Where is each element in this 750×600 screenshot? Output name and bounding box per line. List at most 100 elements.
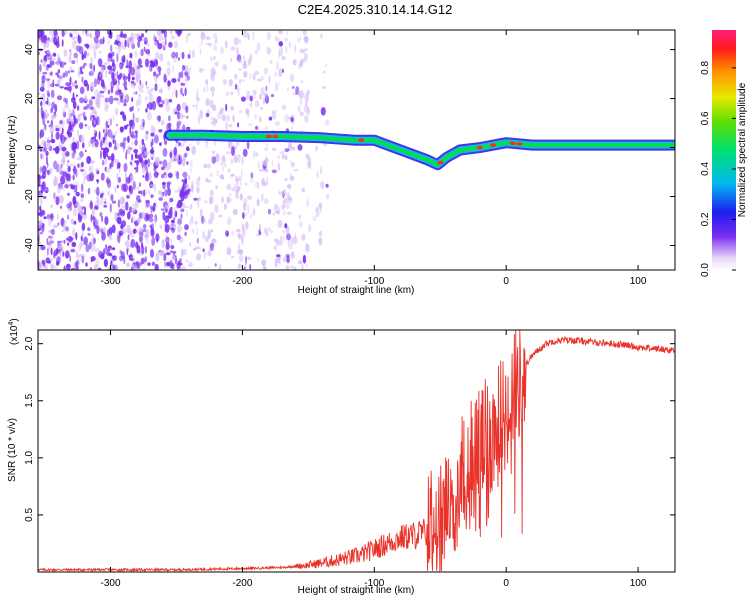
noise-speck: [67, 160, 70, 163]
noise-speck: [130, 120, 136, 130]
noise-speck: [236, 185, 241, 192]
noise-speck: [105, 166, 111, 174]
noise-speck: [85, 44, 90, 49]
noise-speck: [116, 52, 119, 63]
noise-speck: [169, 260, 173, 269]
noise-speck: [184, 87, 187, 96]
noise-speck: [178, 120, 181, 125]
noise-speck: [177, 224, 182, 233]
noise-speck: [190, 159, 193, 168]
noise-speck: [290, 117, 294, 123]
noise-speck: [266, 31, 272, 41]
noise-speck: [41, 74, 46, 84]
noise-speck: [125, 201, 129, 211]
noise-speck: [211, 90, 214, 98]
noise-speck: [111, 263, 115, 266]
noise-speck: [184, 231, 187, 237]
noise-speck: [173, 206, 177, 215]
noise-speck: [144, 188, 147, 197]
noise-speck: [182, 171, 188, 178]
noise-speck: [139, 235, 143, 243]
noise-speck: [189, 242, 192, 248]
noise-speck: [119, 89, 122, 94]
noise-speck: [121, 220, 127, 228]
noise-speck: [39, 197, 43, 206]
noise-speck: [226, 196, 231, 204]
noise-speck: [171, 219, 175, 224]
noise-speck: [148, 101, 153, 110]
noise-speck: [199, 48, 202, 55]
x-tick-label: -200: [232, 578, 252, 589]
noise-speck: [231, 230, 235, 236]
noise-speck: [117, 199, 121, 208]
noise-speck: [38, 193, 44, 197]
noise-speck: [113, 158, 119, 164]
noise-speck: [199, 67, 202, 73]
noise-speck: [80, 183, 84, 192]
noise-speck: [78, 122, 84, 130]
noise-speck: [301, 187, 305, 193]
noise-speck: [85, 244, 90, 253]
noise-speck: [69, 76, 72, 86]
noise-speck: [242, 30, 248, 39]
noise-speck: [148, 67, 152, 72]
noise-speck: [46, 139, 51, 143]
noise-speck: [70, 184, 75, 190]
noise-speck: [191, 184, 194, 193]
noise-speck: [174, 210, 178, 218]
noise-speck: [141, 190, 143, 197]
noise-speck: [45, 155, 48, 165]
noise-speck: [204, 235, 209, 243]
noise-speck: [299, 49, 304, 53]
noise-speck: [40, 153, 43, 160]
noise-speck: [145, 30, 148, 33]
noise-speck: [62, 171, 68, 177]
noise-speck: [227, 169, 230, 173]
noise-speck: [126, 249, 129, 256]
noise-speck: [223, 203, 227, 210]
noise-speck: [210, 56, 213, 62]
colorbar-gradient: [712, 30, 736, 270]
noise-speck: [122, 198, 125, 205]
noise-speck: [141, 145, 145, 154]
noise-speck: [61, 229, 65, 233]
noise-speck: [288, 244, 293, 250]
noise-speck: [163, 172, 167, 176]
noise-speck: [132, 228, 137, 234]
noise-speck: [278, 41, 283, 47]
noise-speck: [66, 163, 70, 167]
noise-speck: [81, 222, 86, 231]
noise-speck: [205, 98, 210, 107]
noise-speck: [200, 215, 205, 224]
noise-speck: [153, 183, 157, 192]
noise-speck: [104, 166, 107, 172]
noise-speck: [93, 119, 96, 126]
noise-speck: [84, 124, 88, 127]
noise-speck: [284, 154, 288, 161]
noise-speck: [81, 206, 86, 210]
noise-speck: [156, 238, 158, 243]
noise-speck: [277, 162, 280, 172]
noise-speck: [256, 234, 261, 237]
noise-speck: [131, 97, 134, 102]
noise-speck: [143, 46, 146, 52]
noise-speck: [67, 192, 70, 196]
noise-speck: [145, 49, 151, 55]
noise-speck: [91, 233, 94, 238]
noise-speck: [164, 189, 168, 197]
noise-speck: [249, 102, 253, 108]
noise-speck: [80, 134, 85, 143]
noise-speck: [47, 189, 49, 192]
snr-scale-suffix: ): [9, 318, 20, 321]
noise-speck: [46, 78, 51, 81]
noise-speck: [215, 37, 218, 43]
noise-speck: [116, 216, 122, 224]
noise-speck: [230, 58, 233, 62]
noise-speck: [144, 245, 147, 254]
noise-speck: [39, 148, 43, 152]
noise-speck: [249, 73, 252, 80]
noise-speck: [52, 113, 58, 119]
y-tick-label: -20: [24, 189, 35, 204]
noise-speck: [81, 208, 85, 215]
noise-speck: [196, 186, 200, 194]
